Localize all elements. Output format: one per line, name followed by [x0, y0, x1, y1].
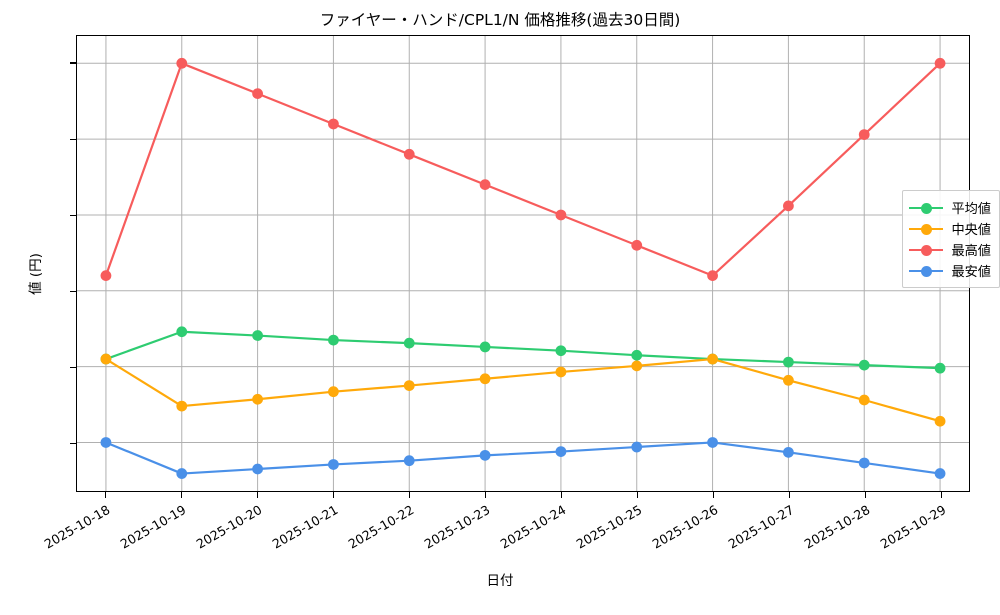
series-最安値 [100, 437, 946, 479]
data-point [631, 441, 643, 453]
data-point [328, 334, 339, 346]
y-axis-title: 値 (円) [28, 253, 44, 295]
x-axis-title: 日付 [486, 573, 514, 589]
y-tick-mark [70, 290, 76, 292]
data-point [858, 394, 870, 406]
x-tick-mark [713, 492, 715, 498]
data-point [100, 437, 112, 448]
legend-swatch-icon [909, 222, 944, 236]
x-tick-mark [789, 492, 791, 498]
data-point [555, 366, 567, 378]
data-point [631, 349, 643, 361]
y-tick-mark [70, 367, 76, 369]
legend-label: 最安値 [951, 265, 991, 280]
data-point [555, 446, 567, 457]
data-point [555, 345, 567, 357]
legend-label: 中央値 [951, 223, 991, 238]
data-point [479, 341, 491, 353]
x-tick-mark [409, 492, 411, 498]
data-point [252, 330, 263, 341]
x-tick-mark [865, 492, 867, 498]
data-point [934, 468, 946, 479]
data-point [176, 326, 188, 338]
data-point [252, 88, 263, 100]
series-中央値 [100, 353, 946, 427]
legend-label: 平均値 [951, 202, 991, 217]
x-tick-mark [257, 492, 259, 498]
y-tick-mark [70, 62, 76, 64]
legend-swatch-icon [909, 264, 944, 278]
data-point [707, 353, 718, 365]
legend-dot-icon [920, 223, 932, 235]
chart-title: ファイヤー・ハンド/CPL1/N 価格推移(過去30日間) [319, 11, 681, 29]
series-line [104, 62, 942, 277]
data-point [403, 380, 415, 391]
data-point [934, 415, 946, 427]
x-tick-mark [941, 492, 943, 498]
data-point [403, 455, 415, 467]
data-point [858, 359, 870, 371]
data-point [252, 463, 263, 475]
legend-dot-icon [920, 202, 932, 214]
data-point [252, 393, 263, 405]
data-point [479, 179, 491, 191]
y-tick-mark [70, 138, 76, 140]
data-point [783, 446, 794, 458]
data-point [631, 360, 643, 372]
data-point [176, 57, 188, 69]
x-tick-mark [181, 492, 183, 498]
data-point [858, 129, 870, 140]
x-tick-mark [637, 492, 639, 498]
data-point [100, 270, 112, 282]
data-point [403, 148, 415, 160]
chart-figure: ファイヤー・ハンド/CPL1/N 価格推移(過去30日間) 値 (円) 5010… [28, 11, 1000, 589]
data-point [100, 353, 112, 365]
x-tick-mark [561, 492, 563, 498]
data-point [783, 374, 794, 386]
legend-swatch-icon [909, 201, 944, 215]
legend-swatch-icon [909, 243, 944, 257]
data-point [934, 362, 946, 374]
data-point [707, 270, 718, 282]
legend-item-最高値[interactable]: 最高値 [909, 239, 991, 260]
legend-label: 最高値 [951, 244, 991, 259]
legend-item-平均値[interactable]: 平均値 [909, 197, 991, 218]
series-最高値 [100, 57, 946, 282]
data-point [403, 337, 415, 349]
legend-item-中央値[interactable]: 中央値 [909, 218, 991, 239]
data-point [328, 386, 339, 398]
data-point [783, 356, 794, 368]
data-point [631, 239, 643, 251]
data-point [934, 57, 946, 69]
plot-area [76, 35, 970, 492]
legend-item-最安値[interactable]: 最安値 [909, 260, 991, 281]
data-point [783, 200, 794, 212]
series-line [104, 441, 942, 475]
series-line [104, 330, 942, 370]
y-tick-mark [70, 214, 76, 216]
legend-dot-icon [920, 244, 932, 256]
data-series-layer [100, 57, 946, 479]
chart-legend: 平均値中央値最高値最安値 [902, 190, 1000, 288]
data-point [328, 459, 339, 470]
x-tick-mark [485, 492, 487, 498]
series-line [104, 357, 942, 423]
data-point [176, 468, 188, 479]
data-point [555, 209, 567, 221]
data-point [858, 457, 870, 469]
data-point [479, 449, 491, 461]
legend-dot-icon [920, 265, 932, 277]
series-平均値 [100, 326, 946, 374]
data-point [479, 373, 491, 385]
data-point [176, 400, 188, 412]
x-tick-mark [333, 492, 335, 498]
data-point [328, 118, 339, 130]
y-tick-mark [70, 443, 76, 445]
x-tick-mark [105, 492, 107, 498]
data-point [707, 437, 718, 448]
